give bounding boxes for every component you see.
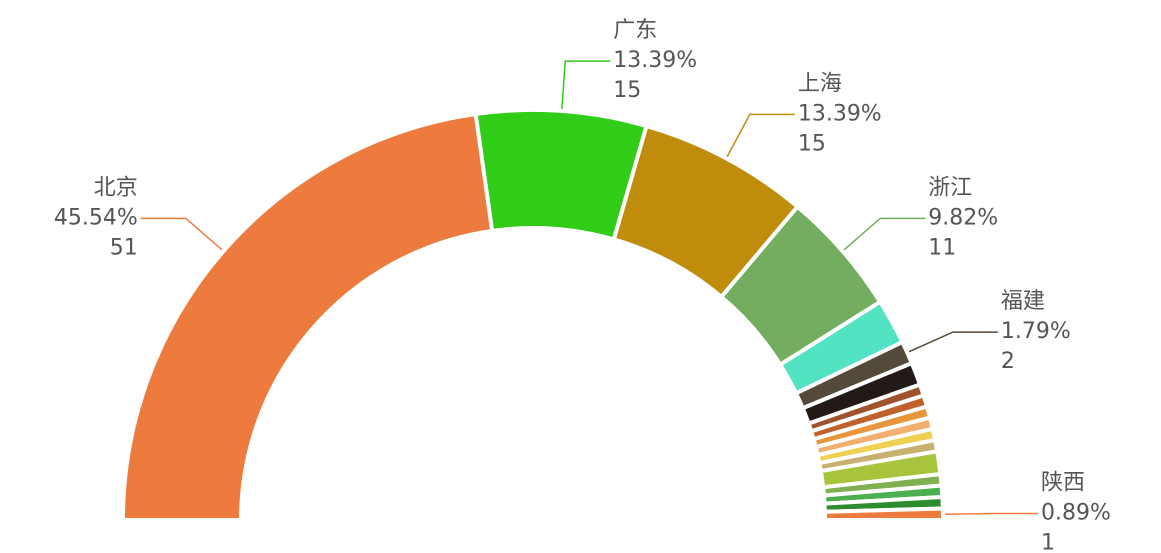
slice-percent: 13.39%: [613, 48, 697, 73]
slice-percent: 13.39%: [798, 101, 882, 126]
slice-percent: 45.54%: [54, 205, 138, 230]
slice: [822, 506, 946, 522]
leader-line: [843, 217, 926, 251]
slice-name: 浙江: [928, 175, 972, 200]
slice-name: 福建: [1001, 289, 1045, 314]
slice: [120, 111, 495, 522]
leader-line: [140, 217, 223, 251]
slice-value: 11: [928, 235, 956, 260]
slice-name: 上海: [798, 71, 842, 96]
slice-value: 15: [613, 78, 641, 103]
slice-percent: 1.79%: [1001, 319, 1071, 344]
leader-line: [726, 113, 795, 158]
slice-value: 2: [1001, 349, 1015, 374]
leader-line: [561, 60, 611, 110]
leader-line: [908, 331, 998, 353]
slice-percent: 9.82%: [928, 205, 998, 230]
slice-value: 1: [1041, 531, 1055, 553]
slice-name: 陕西: [1041, 471, 1085, 496]
slice-value: 15: [798, 131, 826, 156]
slice-name: 广东: [613, 18, 657, 43]
slice-percent: 0.89%: [1041, 501, 1111, 526]
slice-value: 51: [110, 235, 138, 260]
leader-line: [944, 512, 1038, 515]
slice-name: 北京: [94, 175, 138, 200]
